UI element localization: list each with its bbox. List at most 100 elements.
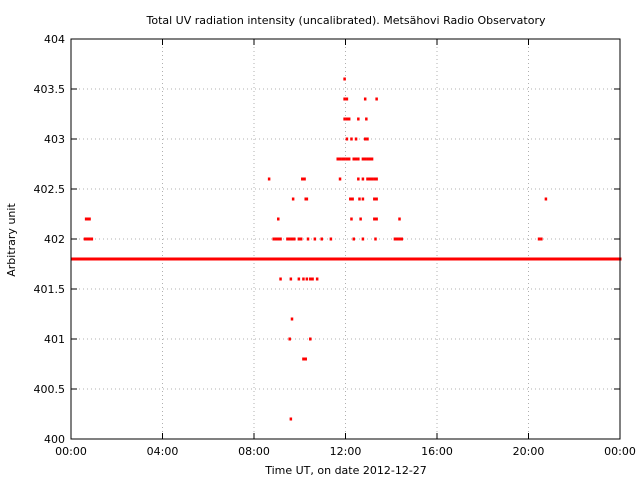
data-point <box>398 217 401 221</box>
data-point <box>345 97 349 101</box>
data-point <box>347 117 351 121</box>
data-point <box>304 357 307 361</box>
data-point <box>272 237 275 241</box>
x-tick-label: 00:00 <box>55 445 87 458</box>
data-point <box>289 417 293 421</box>
x-axis-label: Time UT, on date 2012-12-27 <box>264 464 427 477</box>
data-point <box>398 237 401 241</box>
data-point <box>544 197 548 201</box>
data-point <box>297 237 301 241</box>
data-point <box>361 237 365 241</box>
x-tick-label: 16:00 <box>421 445 453 458</box>
data-point <box>373 217 376 221</box>
data-point <box>297 277 301 281</box>
data-point <box>350 217 353 221</box>
data-point <box>354 157 358 161</box>
data-point <box>368 157 372 161</box>
data-point <box>288 237 291 241</box>
data-point <box>302 357 305 361</box>
data-point <box>354 137 358 141</box>
chart-title: Total UV radiation intensity (uncalibrat… <box>146 14 546 27</box>
data-point <box>309 337 312 341</box>
data-point <box>288 337 291 341</box>
grid <box>71 39 620 439</box>
data-point <box>393 237 397 241</box>
x-tick-label: 04:00 <box>147 445 179 458</box>
data-point <box>375 217 378 221</box>
data-point <box>370 157 374 161</box>
data-point <box>90 237 94 241</box>
data-point <box>301 177 304 181</box>
data-point <box>366 137 369 141</box>
data-point <box>338 177 342 181</box>
data-point <box>290 317 294 321</box>
data-point <box>88 237 91 241</box>
data-point <box>305 197 309 201</box>
data-point <box>286 237 289 241</box>
data-point <box>357 177 360 181</box>
y-tick-label: 400 <box>44 433 65 446</box>
data-point <box>345 157 349 161</box>
data-point <box>366 157 369 161</box>
x-axis: 00:00 04:00 08:00 12:00 16:00 20:00 00:00 <box>55 39 636 458</box>
baseline-series <box>71 257 622 261</box>
data-point <box>375 177 378 181</box>
data-point <box>336 157 339 161</box>
data-point <box>343 157 346 161</box>
x-tick-label: 08:00 <box>238 445 270 458</box>
data-point <box>315 277 319 281</box>
y-tick-label: 404 <box>44 33 65 46</box>
data-point <box>351 197 354 201</box>
data-point <box>341 157 344 161</box>
data-point <box>395 237 399 241</box>
data-point <box>343 117 346 121</box>
data-point <box>88 217 91 221</box>
data-point <box>274 237 278 241</box>
x-tick-label: 12:00 <box>330 445 362 458</box>
data-point <box>293 237 296 241</box>
data-point <box>361 177 365 181</box>
x-tick-label: 00:00 <box>604 445 636 458</box>
data-point <box>373 197 376 201</box>
data-point <box>291 197 295 201</box>
data-point <box>277 237 280 241</box>
data-point <box>345 117 349 121</box>
data-point <box>279 277 282 281</box>
data-point <box>302 277 305 281</box>
data-point <box>306 237 310 241</box>
data-point <box>349 197 352 201</box>
data-point <box>343 97 346 101</box>
data-point <box>357 117 360 121</box>
data-point <box>374 237 377 241</box>
data-point <box>400 237 404 241</box>
data-point <box>313 237 317 241</box>
data-point <box>83 237 87 241</box>
data-point <box>343 77 346 81</box>
y-tick-label: 402 <box>44 233 65 246</box>
data-point <box>86 237 89 241</box>
data-point <box>365 117 368 121</box>
y-tick-label: 401 <box>44 333 65 346</box>
data-point <box>289 277 293 281</box>
data-point <box>290 237 294 241</box>
x-tick-label: 20:00 <box>513 445 545 458</box>
data-point <box>366 177 369 181</box>
y-axis-label: Arbitrary unit <box>5 203 18 277</box>
data-point <box>347 157 351 161</box>
data-point <box>277 217 280 221</box>
data-point <box>352 237 356 241</box>
data-point <box>320 237 323 241</box>
data-point <box>357 157 360 161</box>
data-point <box>373 177 376 181</box>
y-tick-label: 401.5 <box>34 283 66 296</box>
data-point <box>363 97 367 101</box>
data-point <box>338 157 342 161</box>
data-point <box>303 177 306 181</box>
data-point <box>375 197 378 201</box>
data-point <box>361 157 365 161</box>
data-point <box>537 237 541 241</box>
data-point <box>299 237 303 241</box>
data-point <box>363 157 367 161</box>
data-point <box>368 177 372 181</box>
